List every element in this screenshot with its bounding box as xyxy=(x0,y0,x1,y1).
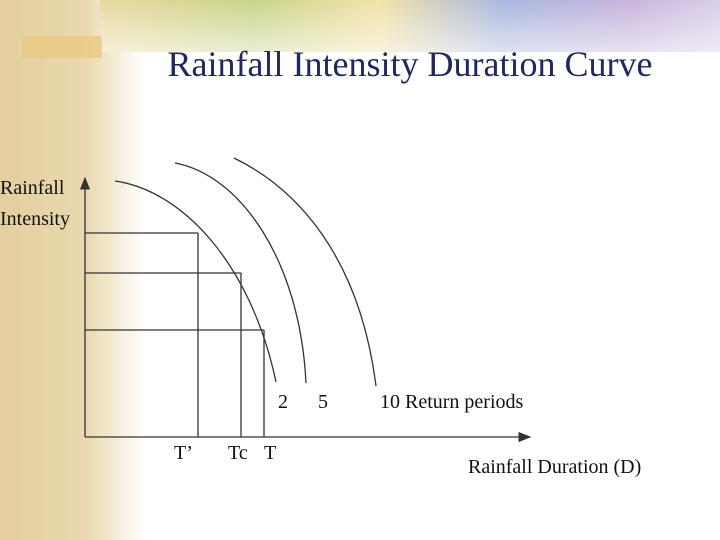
curve xyxy=(174,162,307,384)
decor-fade xyxy=(100,0,720,52)
curve xyxy=(114,180,277,383)
y-axis-label: Intensity xyxy=(0,208,70,230)
decor-bar xyxy=(22,36,102,58)
x-label: T xyxy=(264,442,276,464)
title: Rainfall Intensity Duration Curve xyxy=(168,44,653,84)
y-axis-label: Rainfall xyxy=(0,177,65,199)
curve-label: 10 Return periods xyxy=(380,391,524,413)
x-label: T’ xyxy=(174,442,193,464)
x-label: Tc xyxy=(228,442,248,464)
diagram xyxy=(79,157,532,443)
curve-label: 2 xyxy=(278,391,288,413)
curve-label: 5 xyxy=(318,391,328,413)
curve xyxy=(233,157,377,387)
x-axis-label: Rainfall Duration (D) xyxy=(468,456,641,478)
